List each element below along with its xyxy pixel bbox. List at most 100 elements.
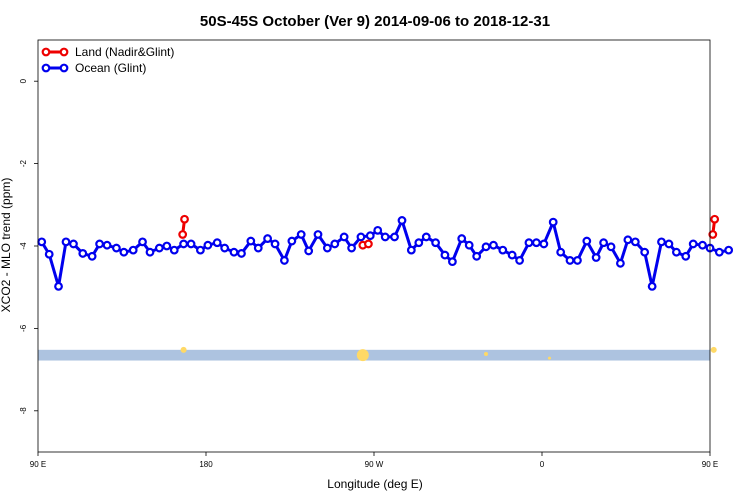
data-point-ocean-glint (347, 243, 357, 253)
data-point-ocean-glint (582, 236, 592, 246)
marker-1 (356, 349, 369, 362)
data-point-ocean-glint (263, 234, 273, 243)
data-point-ocean-glint (212, 238, 222, 248)
data-point-ocean-glint (128, 245, 138, 255)
data-point-ocean-glint (296, 230, 306, 239)
x-tick-label: 90 W (365, 460, 384, 469)
marker-3 (547, 356, 551, 360)
data-point-ocean-glint (220, 243, 230, 253)
x-axis: 90 E 180 90 W 0 90 E (30, 452, 718, 469)
bands-layer (38, 349, 710, 361)
data-point-ocean-glint (472, 251, 482, 261)
data-point-ocean-glint (119, 247, 129, 257)
data-point-ocean-glint (87, 251, 97, 261)
legend-swatch-point (59, 63, 69, 73)
y-axis: 0 -2 -4 -6 -8 (19, 78, 38, 414)
data-point-ocean-glint (616, 258, 625, 268)
x-tick-label: 90 E (30, 460, 46, 469)
chart-title: 50S-45S October (Ver 9) 2014-09-06 to 20… (200, 13, 550, 30)
series-ocean-glint (37, 216, 734, 291)
data-point-ocean-glint (322, 243, 332, 253)
legend-label: Ocean (Glint) (75, 61, 146, 75)
data-point-ocean-glint (507, 250, 517, 260)
data-point-ocean-glint (179, 239, 189, 249)
markers-layer (180, 346, 717, 362)
data-point-ocean-glint (681, 251, 691, 261)
legend-item-land-nadir-glint: Land (Nadir&Glint) (41, 45, 174, 59)
legend-swatch-point (41, 63, 51, 73)
series-line-ocean-glint-0 (40, 218, 729, 288)
data-point-ocean-glint (623, 235, 633, 245)
data-point-ocean-glint (270, 239, 280, 249)
data-point-ocean-glint (714, 247, 724, 257)
data-point-ocean-glint (556, 247, 566, 257)
legend: Land (Nadir&Glint) Ocean (Glint) (41, 45, 174, 75)
data-point-ocean-glint (44, 249, 54, 259)
data-point-ocean-glint (246, 236, 256, 246)
legend-item-ocean-glint: Ocean (Glint) (41, 61, 146, 75)
data-point-ocean-glint (532, 238, 541, 248)
x-tick-label: 0 (540, 460, 545, 469)
data-point-ocean-glint (339, 232, 349, 242)
legend-label: Land (Nadir&Glint) (75, 45, 174, 59)
x-axis-label: Longitude (deg E) (327, 477, 422, 491)
band-0 (38, 349, 710, 361)
data-point-ocean-glint (565, 256, 575, 265)
marker-2 (484, 351, 488, 356)
data-point-ocean-glint (431, 238, 441, 248)
series-land-nadir-glint (178, 214, 720, 250)
data-point-ocean-glint (724, 245, 734, 255)
data-point-ocean-glint (448, 257, 457, 267)
y-tick-label: -2 (19, 159, 28, 167)
data-point-ocean-glint (37, 237, 47, 247)
data-point-ocean-glint (457, 234, 467, 243)
data-point-ocean-glint (464, 240, 474, 250)
data-point-ocean-glint (138, 237, 147, 247)
data-point-ocean-glint (373, 225, 383, 235)
data-point-land-nadir-glint (364, 239, 373, 249)
data-point-ocean-glint (664, 239, 674, 249)
data-point-ocean-glint (365, 231, 375, 241)
data-point-ocean-glint (688, 239, 698, 249)
data-point-ocean-glint (672, 247, 681, 257)
marker-4 (710, 346, 717, 353)
marker-0 (180, 346, 187, 353)
data-point-ocean-glint (481, 242, 491, 252)
data-point-ocean-glint (548, 217, 558, 227)
data-point-land-nadir-glint (710, 214, 720, 224)
data-point-ocean-glint (524, 238, 534, 248)
data-point-ocean-glint (591, 253, 601, 262)
data-point-ocean-glint (287, 236, 297, 246)
data-point-land-nadir-glint (180, 214, 189, 224)
data-point-ocean-glint (95, 239, 104, 249)
x-tick-label: 90 E (702, 460, 718, 469)
data-point-ocean-glint (69, 239, 78, 249)
data-point-ocean-glint (356, 232, 366, 242)
y-axis-label: XCO2 - MLO trend (ppm) (0, 178, 13, 313)
data-point-ocean-glint (111, 243, 121, 253)
data-point-ocean-glint (606, 242, 616, 252)
series-layer (37, 214, 734, 291)
data-point-ocean-glint (599, 238, 608, 248)
data-point-ocean-glint (489, 240, 498, 250)
data-point-ocean-glint (78, 249, 88, 258)
data-point-ocean-glint (397, 216, 407, 225)
data-point-land-nadir-glint (178, 230, 188, 239)
data-point-ocean-glint (195, 245, 205, 255)
data-point-ocean-glint (154, 243, 164, 253)
y-tick-label: -4 (19, 242, 28, 250)
y-tick-label: 0 (19, 78, 28, 83)
data-point-ocean-glint (421, 232, 431, 242)
data-point-ocean-glint (102, 240, 112, 250)
data-point-ocean-glint (406, 245, 416, 255)
data-point-ocean-glint (237, 249, 246, 258)
data-point-ocean-glint (414, 238, 424, 248)
data-point-ocean-glint (657, 237, 666, 247)
data-point-ocean-glint (515, 256, 524, 265)
data-point-ocean-glint (630, 237, 640, 247)
data-point-ocean-glint (390, 232, 399, 242)
y-tick-label: -6 (19, 324, 28, 332)
legend-swatch-point (59, 47, 69, 57)
